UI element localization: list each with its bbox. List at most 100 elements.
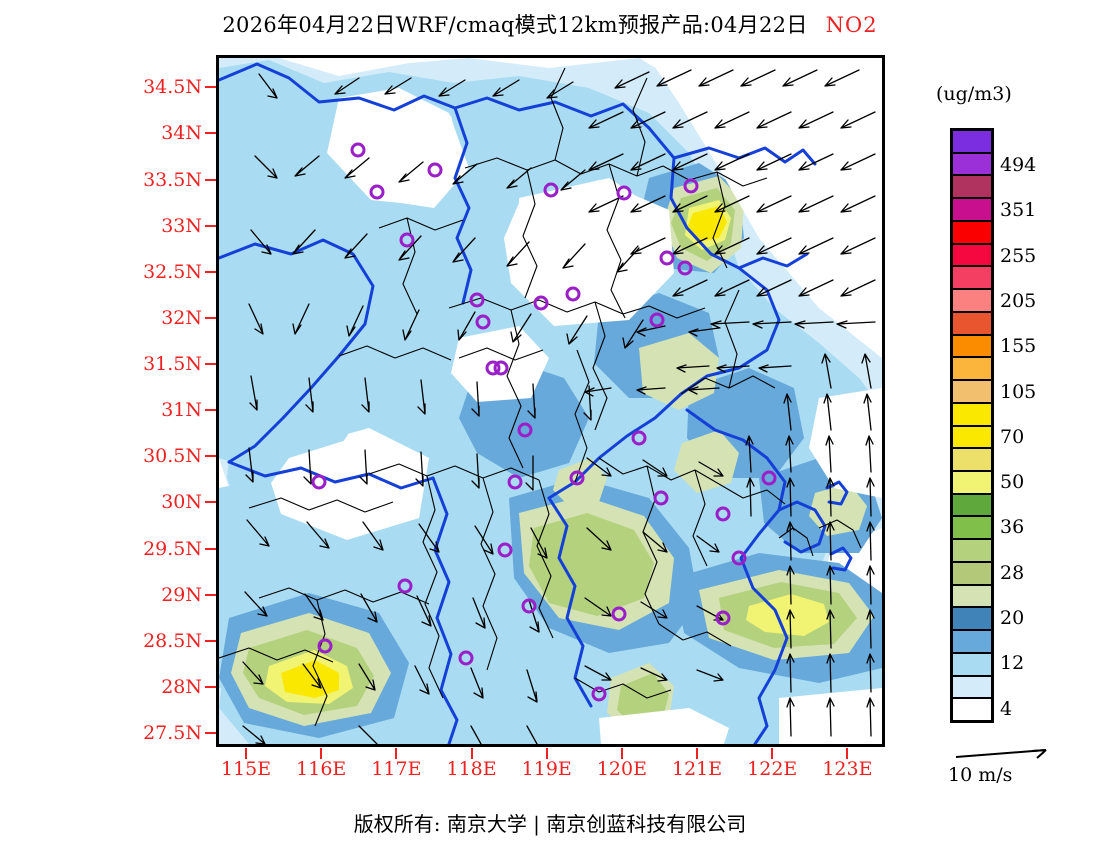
x-axis-tick-label: 123E xyxy=(822,758,873,780)
colorbar-units: (ug/m3) xyxy=(936,83,1012,105)
y-axis-tick-label: 31.5N xyxy=(143,353,202,376)
y-axis-tick-label: 29N xyxy=(161,583,202,606)
colorbar-cell xyxy=(953,153,991,177)
y-axis-tick xyxy=(205,686,216,689)
colorbar-cell xyxy=(953,244,991,268)
y-axis-tick xyxy=(205,593,216,596)
x-axis-tick-label: 115E xyxy=(220,758,272,780)
colorbar-cell xyxy=(953,608,991,632)
x-axis-tick xyxy=(245,748,248,759)
y-axis-tick xyxy=(205,132,216,135)
map-plot-area[interactable] xyxy=(216,55,885,747)
x-axis-tick xyxy=(320,748,323,759)
colorbar-cell xyxy=(953,381,991,404)
x-axis-tick xyxy=(620,748,623,759)
colorbar-tick-label: 36 xyxy=(1000,516,1025,539)
species-label: NO2 xyxy=(825,13,878,37)
x-axis-tick xyxy=(470,748,473,759)
y-axis-tick-label: 28.5N xyxy=(143,629,202,652)
y-axis-tick-label: 32.5N xyxy=(143,260,202,283)
colorbar-cell xyxy=(953,653,991,677)
y-axis-tick xyxy=(205,732,216,735)
colorbar-tick-label: 105 xyxy=(1000,380,1037,403)
colorbar-cell xyxy=(953,585,991,609)
concentration-field xyxy=(219,58,882,744)
y-axis-tick xyxy=(205,178,216,181)
colorbar-cell xyxy=(953,358,991,382)
colorbar-tick-label: 351 xyxy=(1000,199,1037,222)
x-axis-tick-label: 121E xyxy=(672,758,723,780)
contour-band-70 xyxy=(281,206,727,698)
wind-scale-label: 10 m/s xyxy=(948,764,1013,786)
colorbar-tick-label: 70 xyxy=(1000,425,1025,448)
colorbar-tick-label: 4 xyxy=(1000,697,1013,720)
y-axis-tick-label: 31N xyxy=(161,399,202,422)
y-axis-tick xyxy=(205,363,216,366)
colorbar-cell xyxy=(953,517,991,541)
y-axis-tick xyxy=(205,639,216,642)
x-axis-tick-label: 116E xyxy=(296,758,347,780)
colorbar-cell xyxy=(953,176,991,200)
inland-clear-patch xyxy=(271,91,729,744)
x-axis-tick xyxy=(696,748,699,759)
colorbar-cell xyxy=(953,335,991,359)
colorbar-cell xyxy=(953,312,991,336)
title-text: 2026年04月22日WRF/cmaq模式12km预报产品:04月22日 xyxy=(222,13,808,37)
colorbar-cell xyxy=(953,403,991,427)
x-axis-tick xyxy=(545,748,548,759)
y-axis-tick-label: 34N xyxy=(161,122,202,145)
colorbar-tick-label: 494 xyxy=(1000,153,1037,176)
y-axis-tick-label: 30.5N xyxy=(143,445,202,468)
x-axis-tick xyxy=(395,748,398,759)
colorbar-cell xyxy=(953,426,991,450)
y-axis-tick-label: 32N xyxy=(161,306,202,329)
y-axis-tick-label: 33.5N xyxy=(143,168,202,191)
colorbar-cell xyxy=(953,562,991,586)
x-axis-tick-label: 119E xyxy=(521,758,572,780)
colorbar-labels: 494 351 255 205 155 105 70 50 36 28 20 12 4 xyxy=(1000,128,1096,723)
footer-copyright: 版权所有: 南京大学 | 南京创蓝科技有限公司 xyxy=(353,812,747,836)
colorbar-cell xyxy=(953,540,991,563)
y-axis-tick xyxy=(205,316,216,319)
y-axis-tick-label: 33N xyxy=(161,214,202,237)
colorbar-cell xyxy=(953,290,991,313)
colorbar-cell xyxy=(953,449,991,473)
county-boundaries xyxy=(219,67,862,727)
y-axis-tick xyxy=(205,455,216,458)
right-arrow-icon xyxy=(955,749,1047,759)
y-axis-tick-label: 30N xyxy=(161,491,202,514)
y-axis-tick-label: 28N xyxy=(161,676,202,699)
colorbar-tick-label: 255 xyxy=(1000,244,1037,267)
wind-scale-legend: 10 m/s xyxy=(948,744,1088,800)
x-axis-tick xyxy=(846,748,849,759)
map-canvas xyxy=(219,58,882,744)
colorbar-cell xyxy=(953,676,991,700)
y-axis-tick xyxy=(205,270,216,273)
colorbar-cell xyxy=(953,699,991,721)
colorbar-tick-label: 28 xyxy=(1000,561,1025,584)
page-title: 2026年04月22日WRF/cmaq模式12km预报产品:04月22日 NO2 xyxy=(0,9,1100,39)
colorbar-tick-label: 50 xyxy=(1000,471,1025,494)
colorbar-tick-label: 205 xyxy=(1000,289,1037,312)
colorbar-tick-label: 12 xyxy=(1000,652,1025,675)
colorbar-cell xyxy=(953,472,991,495)
x-axis-tick-label: 122E xyxy=(747,758,798,780)
y-axis-tick xyxy=(205,547,216,550)
y-axis-tick xyxy=(205,501,216,504)
colorbar-cell xyxy=(953,631,991,654)
colorbar-cell xyxy=(953,199,991,222)
y-axis-tick xyxy=(205,224,216,227)
x-axis-tick-label: 120E xyxy=(596,758,647,780)
y-axis-tick-label: 29.5N xyxy=(143,537,202,560)
city-station-markers[interactable] xyxy=(311,142,777,702)
y-axis-tick xyxy=(205,86,216,89)
colorbar-cell xyxy=(953,267,991,291)
y-axis-tick xyxy=(205,409,216,412)
wind-vectors xyxy=(242,69,876,744)
y-axis-tick-label: 27.5N xyxy=(143,722,202,745)
colorbar-tick-label: 20 xyxy=(1000,607,1025,630)
colorbar[interactable] xyxy=(950,128,994,723)
colorbar-cell xyxy=(953,221,991,245)
y-axis-tick-label: 34.5N xyxy=(143,76,202,99)
